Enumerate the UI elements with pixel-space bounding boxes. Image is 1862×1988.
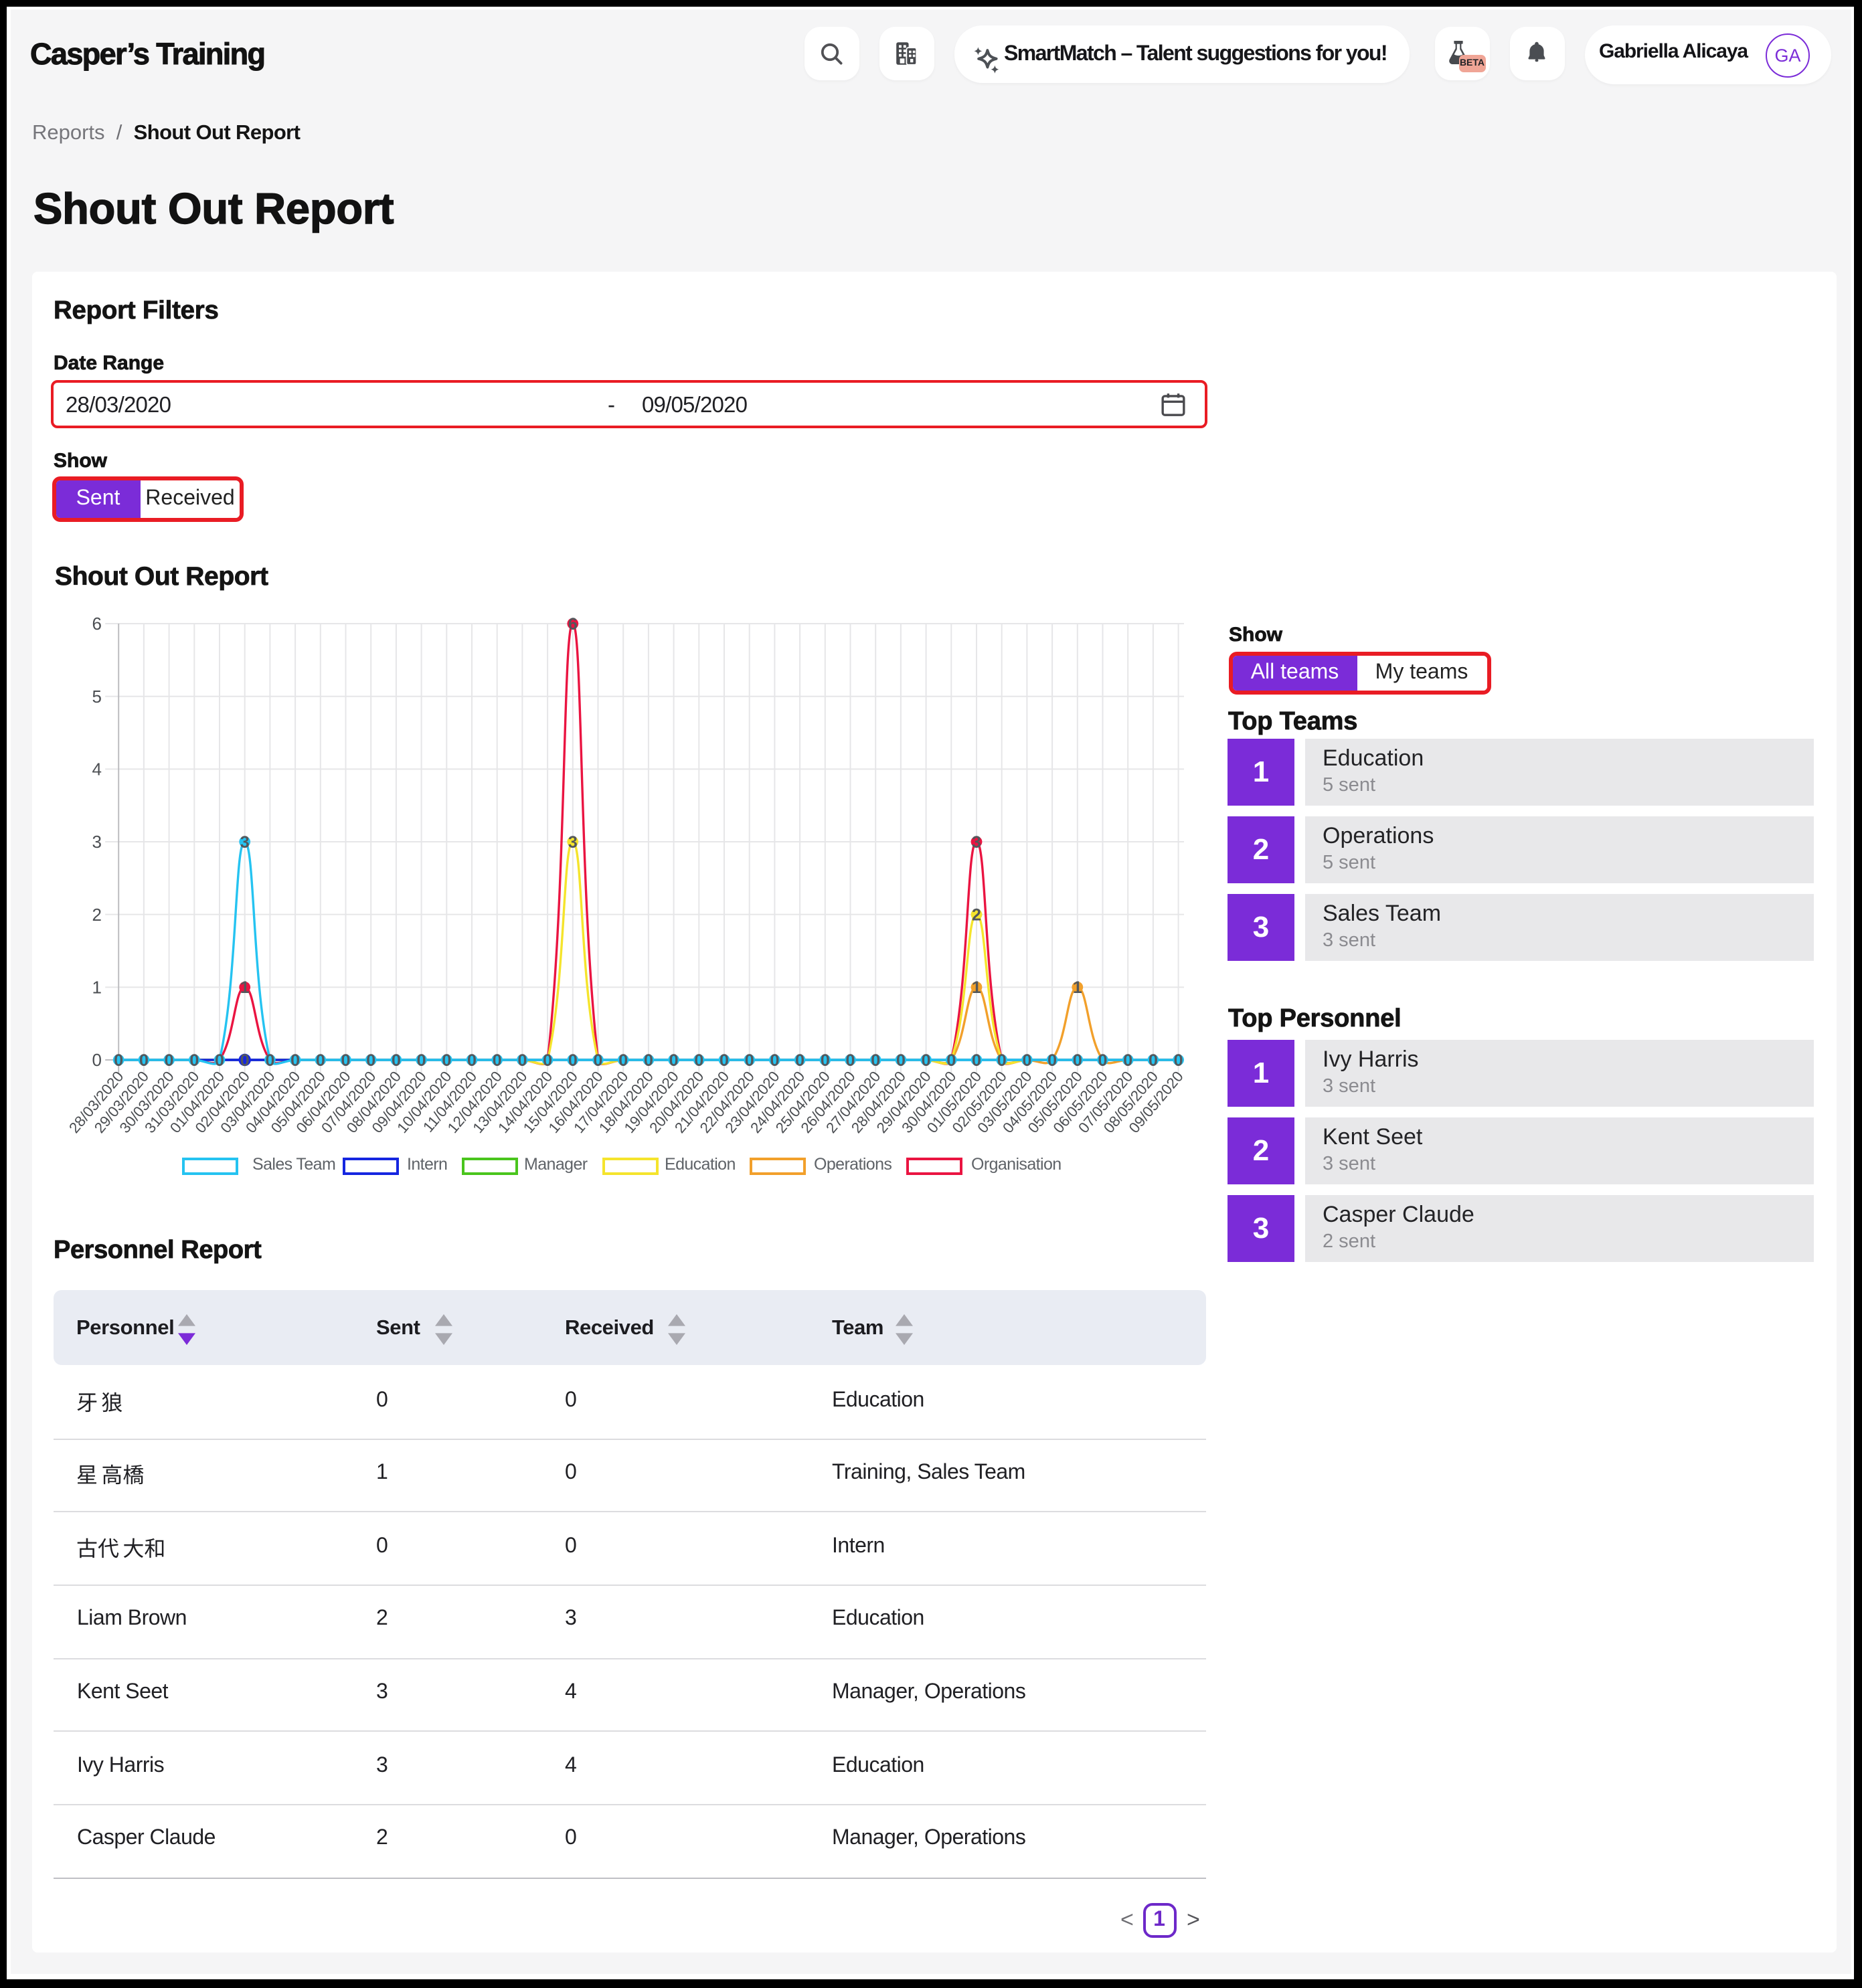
svg-text:0: 0 — [417, 1051, 426, 1070]
svg-text:0: 0 — [846, 1051, 855, 1070]
svg-text:0: 0 — [290, 1051, 300, 1070]
svg-text:0: 0 — [316, 1051, 325, 1070]
svg-text:0: 0 — [1123, 1051, 1132, 1070]
svg-text:0: 0 — [618, 1051, 628, 1070]
svg-text:3: 3 — [92, 832, 102, 852]
svg-text:0: 0 — [745, 1051, 754, 1070]
svg-text:1: 1 — [972, 978, 981, 997]
svg-text:0: 0 — [92, 1050, 102, 1070]
svg-text:1: 1 — [240, 978, 250, 997]
svg-text:2: 2 — [972, 905, 981, 924]
svg-text:0: 0 — [517, 1051, 527, 1070]
svg-text:0: 0 — [896, 1051, 906, 1070]
svg-text:0: 0 — [1073, 1051, 1082, 1070]
svg-text:0: 0 — [795, 1051, 805, 1070]
svg-text:0: 0 — [543, 1051, 552, 1070]
svg-text:0: 0 — [1022, 1051, 1031, 1070]
svg-text:3: 3 — [240, 833, 250, 852]
svg-text:0: 0 — [694, 1051, 703, 1070]
svg-text:0: 0 — [946, 1051, 956, 1070]
svg-text:0: 0 — [114, 1051, 123, 1070]
svg-text:0: 0 — [1149, 1051, 1158, 1070]
svg-text:0: 0 — [1174, 1051, 1183, 1070]
svg-text:0: 0 — [189, 1051, 199, 1070]
svg-text:0: 0 — [240, 1051, 250, 1070]
svg-text:6: 6 — [92, 614, 102, 634]
svg-text:0: 0 — [366, 1051, 375, 1070]
svg-text:0: 0 — [1098, 1051, 1108, 1070]
svg-text:0: 0 — [493, 1051, 502, 1070]
svg-text:2: 2 — [92, 905, 102, 925]
svg-text:4: 4 — [92, 759, 102, 780]
svg-text:5: 5 — [92, 687, 102, 707]
svg-text:0: 0 — [341, 1051, 351, 1070]
svg-text:0: 0 — [997, 1051, 1007, 1070]
svg-text:0: 0 — [644, 1051, 653, 1070]
svg-text:0: 0 — [467, 1051, 477, 1070]
svg-text:6: 6 — [568, 615, 578, 634]
svg-text:0: 0 — [215, 1051, 224, 1070]
svg-text:1: 1 — [92, 978, 102, 998]
svg-text:0: 0 — [720, 1051, 729, 1070]
svg-text:0: 0 — [165, 1051, 174, 1070]
svg-text:0: 0 — [568, 1051, 578, 1070]
svg-text:0: 0 — [972, 1051, 981, 1070]
svg-text:0: 0 — [265, 1051, 274, 1070]
svg-text:0: 0 — [770, 1051, 779, 1070]
svg-text:0: 0 — [139, 1051, 149, 1070]
svg-text:0: 0 — [922, 1051, 931, 1070]
svg-text:0: 0 — [669, 1051, 679, 1070]
svg-text:1: 1 — [1073, 978, 1082, 997]
svg-text:0: 0 — [392, 1051, 401, 1070]
svg-text:0: 0 — [1047, 1051, 1057, 1070]
svg-text:0: 0 — [594, 1051, 603, 1070]
svg-text:3: 3 — [568, 833, 578, 852]
svg-text:3: 3 — [972, 833, 981, 852]
svg-text:0: 0 — [442, 1051, 451, 1070]
svg-text:0: 0 — [821, 1051, 830, 1070]
svg-text:0: 0 — [871, 1051, 880, 1070]
